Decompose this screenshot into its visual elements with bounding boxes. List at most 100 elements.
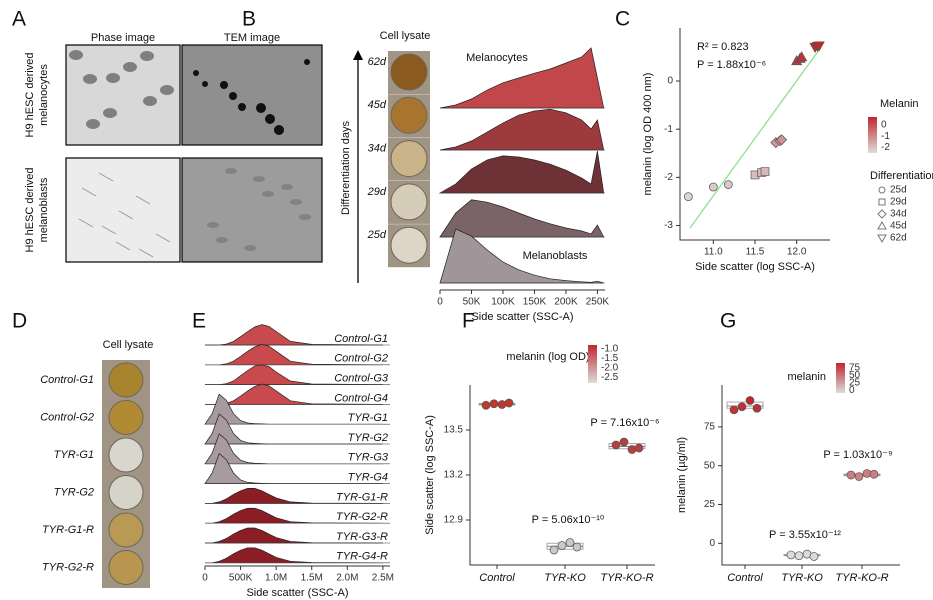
y-tick-label: 75 xyxy=(704,422,716,433)
colorbar-title: melanin xyxy=(787,371,826,383)
y-axis-label: melanin (µg/ml) xyxy=(676,437,688,513)
y-tick-label: 13.5 xyxy=(444,425,464,436)
x-tick-label: TYR-KO-R xyxy=(600,572,653,584)
melanosome xyxy=(238,103,246,111)
x-tick-label: 0 xyxy=(437,297,443,308)
y-tick-label: -1 xyxy=(664,124,673,135)
x-tick-label: 250K xyxy=(586,297,610,308)
x-tick-label: 200K xyxy=(554,297,578,308)
well xyxy=(108,512,144,548)
x-tick-label: 1.0M xyxy=(265,573,287,584)
annotation: R² = 0.823 xyxy=(697,41,749,53)
row-title: melanoblasts xyxy=(38,177,50,242)
density-ridge xyxy=(205,507,383,524)
density-ridge xyxy=(205,364,383,385)
series-label: TYR-G4-R xyxy=(336,551,388,563)
well xyxy=(390,96,428,134)
x-tick-label: Control xyxy=(479,572,515,584)
well xyxy=(390,140,428,178)
point xyxy=(729,405,739,415)
density-ridge xyxy=(205,547,383,564)
well xyxy=(108,400,144,435)
colorbar-label: -2.5 xyxy=(601,372,619,383)
arrow-head xyxy=(353,50,363,60)
legend-label: 29d xyxy=(367,186,387,198)
wells-title: Cell lysate xyxy=(103,339,154,351)
point xyxy=(504,398,514,408)
series-label: TYR-G1 xyxy=(348,412,388,424)
point xyxy=(557,541,567,550)
p-value: P = 7.16x10⁻⁶ xyxy=(590,417,659,429)
point xyxy=(611,440,621,450)
legend-marker xyxy=(878,186,886,194)
density-ridge xyxy=(439,199,605,238)
colorbar-label: 25 xyxy=(849,378,861,389)
axes xyxy=(679,28,830,241)
point xyxy=(745,396,755,405)
annotation: Melanocytes xyxy=(466,52,528,64)
subtitle: Cell lysate xyxy=(380,30,431,42)
cell-process xyxy=(115,241,131,251)
colorbar xyxy=(836,363,845,393)
point xyxy=(708,182,718,192)
colorbar-title: melanin (log OD) xyxy=(506,351,589,363)
y-axis-label: melanin (log OD 400 nm) xyxy=(642,73,654,196)
legend-label: 29d xyxy=(890,197,907,208)
point xyxy=(869,469,879,479)
legend-title: Differentiation days xyxy=(870,170,933,182)
x-tick-label: 12.0 xyxy=(787,247,807,258)
x-tick-label: TYR-KO xyxy=(544,572,586,584)
series-label: TYR-G3 xyxy=(348,452,389,464)
legend-marker xyxy=(877,220,887,230)
well-label: Control-G2 xyxy=(40,411,94,423)
cell-process xyxy=(138,248,154,258)
x-tick-label: TYR-KO-R xyxy=(835,572,888,584)
x-tick-label: 100K xyxy=(491,297,515,308)
legend-label: 25d xyxy=(890,185,907,196)
point xyxy=(846,470,856,480)
point xyxy=(723,180,733,189)
well-label: Control-G1 xyxy=(40,374,94,386)
panel-letter: F xyxy=(462,310,475,333)
legend-label: 34d xyxy=(890,209,907,220)
x-tick-label: 1.5M xyxy=(301,573,323,584)
x-axis-label: Side scatter (SSC-A) xyxy=(471,311,573,323)
organelle xyxy=(207,222,219,228)
point xyxy=(752,403,762,413)
x-tick-label: Control xyxy=(727,572,763,584)
colorbar-label: 75 xyxy=(849,363,861,374)
cell-process xyxy=(98,172,114,182)
column-title: Phase image xyxy=(91,32,155,44)
point xyxy=(854,472,864,481)
x-tick-label: 500K xyxy=(229,573,253,584)
series-label: TYR-G1-R xyxy=(336,491,388,503)
point xyxy=(497,400,507,409)
density-ridge xyxy=(439,47,605,109)
well xyxy=(108,550,144,585)
colorbar-label: -2.0 xyxy=(601,362,619,373)
colorbar-label: 0 xyxy=(849,385,855,396)
x-tick-label: 11.0 xyxy=(704,247,723,258)
point xyxy=(683,192,693,201)
x-tick-label: 0 xyxy=(202,573,208,584)
micrograph xyxy=(65,157,181,263)
cell xyxy=(160,85,174,95)
y-tick-label: 25 xyxy=(704,499,716,510)
point xyxy=(549,545,559,555)
x-tick-label: TYR-KO xyxy=(781,572,823,584)
legend-marker xyxy=(877,234,887,244)
organelle xyxy=(281,184,293,190)
series-label: Control-G2 xyxy=(334,353,388,365)
axes xyxy=(721,385,900,566)
point xyxy=(786,550,796,560)
melanosome xyxy=(274,125,284,135)
series-label: TYR-G3-R xyxy=(336,531,388,543)
organelle xyxy=(253,176,265,182)
micrograph xyxy=(181,44,323,146)
point xyxy=(489,399,499,409)
p-value: P = 1.03x10⁻⁹ xyxy=(823,449,892,461)
y-tick-label: 13.2 xyxy=(444,470,464,481)
micrograph xyxy=(181,157,323,263)
cell-process xyxy=(155,233,171,243)
